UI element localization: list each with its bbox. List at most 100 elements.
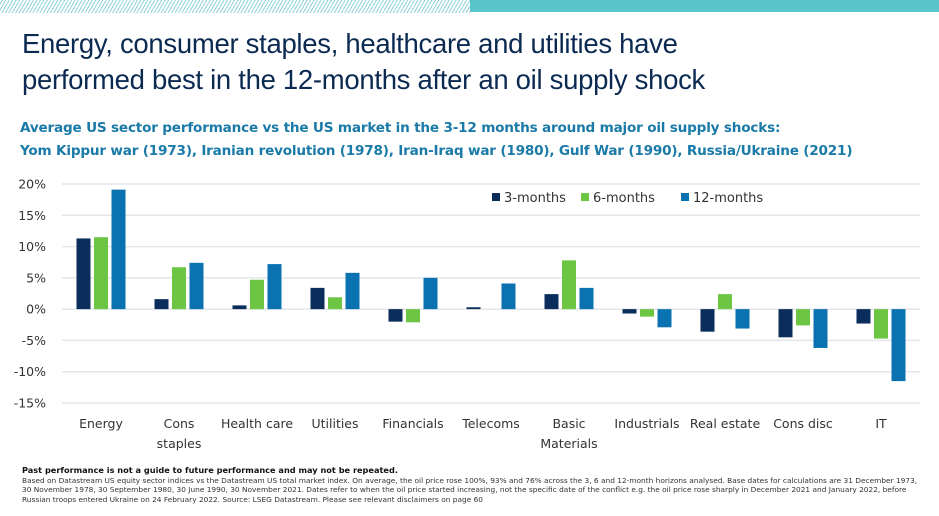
x-category-label: Energy — [79, 416, 123, 431]
x-category-label: Real estate — [690, 416, 761, 431]
bar-6-months — [874, 309, 888, 339]
x-category-label-line: Energy — [79, 416, 123, 431]
bar-12-months — [345, 272, 360, 310]
bar-3-months — [310, 287, 325, 310]
bar-3-months — [76, 238, 91, 310]
bar-12-months — [735, 309, 750, 329]
x-category-label: Cons staples — [157, 416, 202, 451]
bar-group — [76, 189, 126, 310]
x-category-label-line: Industrials — [614, 416, 679, 431]
x-category-label: Cons disc — [773, 416, 833, 431]
chart-subtitle: Average US sector performance vs the US … — [20, 117, 930, 163]
bar-3-months — [388, 309, 403, 322]
bar-group — [232, 264, 282, 310]
legend-item: 3-months — [492, 191, 566, 206]
x-category-label: IT — [875, 416, 887, 431]
bar-12-months — [423, 277, 438, 310]
y-tick-label: 15% — [18, 208, 46, 223]
bar-6-months — [250, 279, 264, 310]
bar-12-months — [657, 309, 672, 328]
bar-group — [310, 272, 360, 310]
bar-3-months — [700, 309, 715, 332]
legend-swatch — [581, 193, 589, 201]
disclaimer: Past performance is not a guide to futur… — [22, 465, 398, 475]
bar-6-months — [796, 309, 810, 326]
header-accent-band — [470, 0, 939, 12]
legend-label: 6-months — [593, 191, 655, 206]
x-category-label-line: Cons — [164, 416, 195, 431]
bar-3-months — [154, 299, 169, 310]
legend-swatch — [681, 193, 689, 201]
x-axis-labels: Energy Cons staples Health care Utilities Fin… — [79, 416, 887, 451]
x-category-label-line: Health care — [221, 416, 293, 431]
bar-3-months — [466, 307, 481, 310]
bar-6-months — [640, 309, 654, 317]
title-line-1: Energy, consumer staples, healthcare and… — [22, 28, 678, 59]
bars — [76, 189, 906, 382]
bar-group — [154, 262, 204, 310]
legend-item: 12-months — [681, 191, 763, 206]
bar-group — [700, 294, 750, 332]
bar-6-months — [406, 309, 420, 323]
bar-3-months — [622, 309, 637, 314]
y-axis-ticks: 20% 15% 10% 5% 0% -5% -10% -15% — [14, 177, 46, 411]
bar-3-months — [232, 305, 247, 310]
legend-label: 3-months — [504, 191, 566, 206]
x-category-label-line: Basic — [552, 416, 585, 431]
x-category-label: Basic Materials — [540, 416, 597, 451]
bar-group — [466, 283, 516, 310]
bar-group — [544, 260, 594, 310]
subtitle-line-1: Average US sector performance vs the US … — [20, 120, 781, 136]
page-title: Energy, consumer staples, healthcare and… — [22, 26, 922, 98]
x-category-label: Financials — [382, 416, 443, 431]
header-hatched-band — [0, 0, 470, 13]
x-category-label-line: Cons disc — [773, 416, 833, 431]
x-category-label-line: Real estate — [690, 416, 761, 431]
x-category-label-line: Utilities — [311, 416, 358, 431]
y-tick-label: -5% — [22, 333, 46, 348]
x-category-label-line: staples — [157, 436, 202, 451]
bar-group — [856, 309, 906, 382]
x-category-label-line: Financials — [382, 416, 443, 431]
bar-6-months — [328, 297, 342, 310]
legend-label: 12-months — [693, 191, 763, 206]
x-category-label-line: Telecoms — [461, 416, 520, 431]
legend: 3-months 6-months 12-months — [492, 191, 763, 206]
bar-12-months — [891, 309, 906, 382]
y-tick-label: -15% — [14, 396, 46, 411]
footnote-text: Based on Datastream US equity sector ind… — [22, 475, 918, 504]
bar-12-months — [813, 309, 828, 348]
bar-3-months — [544, 294, 559, 310]
legend-swatch — [492, 193, 500, 201]
y-tick-label: 10% — [18, 239, 46, 254]
bar-12-months — [111, 189, 126, 310]
bar-6-months — [718, 294, 732, 310]
bar-group — [388, 277, 438, 323]
x-category-label: Telecoms — [461, 416, 520, 431]
title-line-2: performed best in the 12-months after an… — [22, 64, 705, 95]
bar-12-months — [267, 264, 282, 310]
y-tick-label: 5% — [26, 270, 46, 285]
y-tick-label: 20% — [18, 177, 46, 192]
x-category-label-line: Materials — [540, 436, 597, 451]
bar-12-months — [579, 287, 594, 310]
y-tick-label: 0% — [26, 302, 46, 317]
bar-6-months — [94, 237, 108, 310]
sector-performance-chart: 20% 15% 10% 5% 0% -5% -10% -15% Energy Cons stapl… — [14, 177, 920, 451]
bar-group — [622, 309, 672, 328]
bar-group — [778, 309, 828, 348]
bar-6-months — [172, 267, 186, 310]
bar-3-months — [778, 309, 793, 338]
bar-3-months — [856, 309, 871, 324]
x-category-label: Health care — [221, 416, 293, 431]
bar-6-months — [562, 260, 576, 310]
x-category-label: Industrials — [614, 416, 679, 431]
bar-12-months — [189, 262, 204, 310]
legend-item: 6-months — [581, 191, 655, 206]
y-tick-label: -10% — [14, 364, 46, 379]
x-category-label-line: IT — [875, 416, 887, 431]
gridlines — [62, 183, 920, 404]
subtitle-line-2: Yom Kippur war (1973), Iranian revolutio… — [20, 143, 853, 159]
bar-12-months — [501, 283, 516, 310]
x-category-label: Utilities — [311, 416, 358, 431]
